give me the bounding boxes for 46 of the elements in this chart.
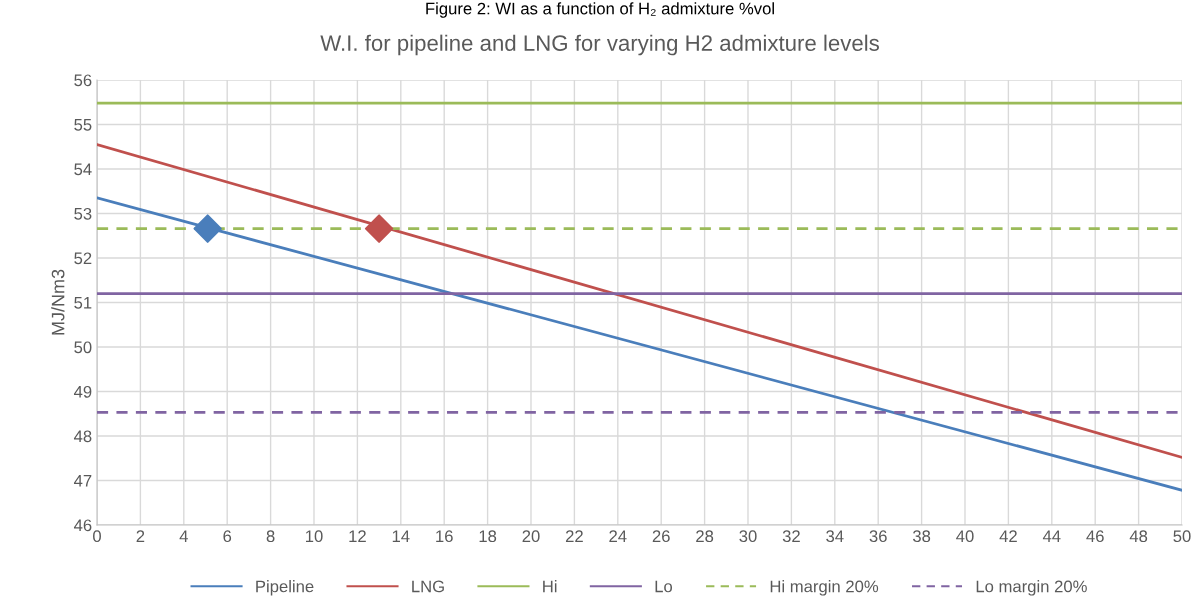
- x-tick-label: 34: [826, 530, 844, 543]
- legend-label: Lo: [655, 580, 673, 593]
- x-tick-label: 28: [696, 530, 714, 543]
- y-axis-title: MJ/Nm3: [51, 269, 65, 335]
- x-tick-label: 40: [956, 530, 974, 543]
- x-tick-label: 12: [349, 530, 366, 542]
- x-tick-label: 16: [436, 530, 453, 543]
- x-tick-label: 42: [999, 530, 1017, 542]
- y-tick-label: 53: [74, 207, 92, 220]
- x-tick-label: 38: [912, 530, 931, 543]
- y-tick-label: 46: [73, 519, 92, 532]
- y-tick-label: 47: [73, 475, 92, 487]
- y-tick-label: 54: [74, 163, 92, 176]
- legend-label: Pipeline: [256, 580, 314, 596]
- x-tick-label: 4: [179, 530, 188, 542]
- y-tick-label: 49: [73, 385, 92, 398]
- y-tick-label: 55: [74, 119, 92, 131]
- chart-title: W.I. for pipeline and LNG for varying H2 admixture levels: [320, 34, 879, 56]
- x-tick-label: 26: [652, 530, 670, 543]
- y-tick-label: 48: [73, 430, 92, 443]
- y-tick-label: 50: [74, 341, 92, 354]
- caption: Figure 2: WI as a function of H₂ admixture %vol: [426, 2, 774, 18]
- x-tick-label: 44: [1042, 530, 1061, 542]
- legend-label: Hi margin 20%: [770, 580, 879, 596]
- x-tick-label: 0: [93, 530, 101, 543]
- x-tick-label: 8: [266, 530, 275, 543]
- y-tick-label: 51: [74, 297, 92, 309]
- x-tick-label: 32: [782, 530, 800, 543]
- x-tick-label: 48: [1129, 530, 1148, 543]
- x-tick-label: 46: [1086, 530, 1104, 543]
- legend-label: LNG: [412, 580, 444, 593]
- x-tick-label: 36: [869, 530, 887, 543]
- legend-label: Lo margin 20%: [976, 580, 1087, 596]
- legend-label: Hi: [543, 580, 557, 593]
- y-tick-label: 56: [74, 74, 92, 87]
- x-tick-label: 22: [565, 530, 583, 542]
- x-tick-label: 2: [136, 530, 145, 542]
- x-tick-label: 14: [392, 530, 410, 542]
- x-tick-label: 24: [609, 530, 627, 542]
- x-tick-label: 30: [739, 530, 757, 543]
- x-tick-label: 10: [306, 530, 323, 543]
- x-tick-label: 6: [223, 530, 232, 543]
- x-tick-label: 50: [1173, 530, 1191, 543]
- x-tick-label: 20: [522, 530, 540, 543]
- y-tick-label: 52: [74, 252, 92, 265]
- x-tick-label: 18: [479, 530, 497, 543]
